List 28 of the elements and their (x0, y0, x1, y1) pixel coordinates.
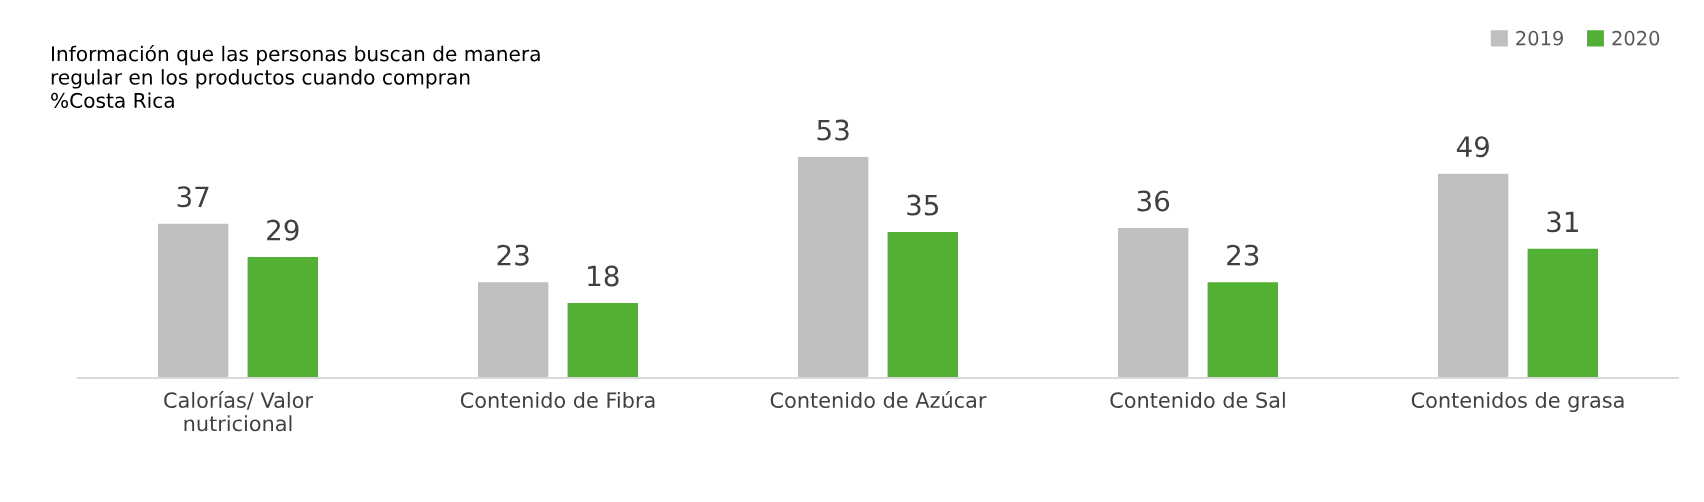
bar (1118, 227, 1189, 378)
data-label: 37 (177, 186, 209, 208)
data-label: 23 (1227, 244, 1259, 266)
data-label: 31 (1547, 211, 1578, 233)
bar (478, 282, 549, 378)
data-label: 36 (1137, 190, 1170, 212)
x-tick-label: Contenido de Azúcar (770, 391, 987, 409)
data-label: 49 (1456, 136, 1489, 158)
x-tick-label: Contenidos de grasa (1411, 391, 1624, 413)
data-label: 23 (497, 244, 529, 266)
data-label: 35 (907, 194, 939, 216)
data-label: 53 (817, 119, 849, 141)
legend-label: 2020 (1612, 30, 1660, 46)
bar (887, 232, 958, 378)
bar (1207, 282, 1278, 378)
bar (567, 302, 638, 378)
bar (158, 223, 229, 378)
bar (798, 157, 869, 378)
x-tick-label: Calorías/ Valor nutricional (164, 391, 313, 432)
chart-title: Información que las personas buscan de manera regular en los productos cuando compran %Costa Rica (51, 45, 540, 109)
x-tick-label: Contenido de Fibra (460, 391, 655, 409)
bar (1438, 173, 1509, 378)
data-label: 29 (267, 219, 299, 241)
bar (247, 257, 318, 378)
bar (1527, 248, 1598, 378)
x-tick-label: Contenido de Sal (1110, 391, 1285, 409)
data-label: 18 (588, 265, 619, 287)
legend-label: 2019 (1516, 30, 1563, 46)
